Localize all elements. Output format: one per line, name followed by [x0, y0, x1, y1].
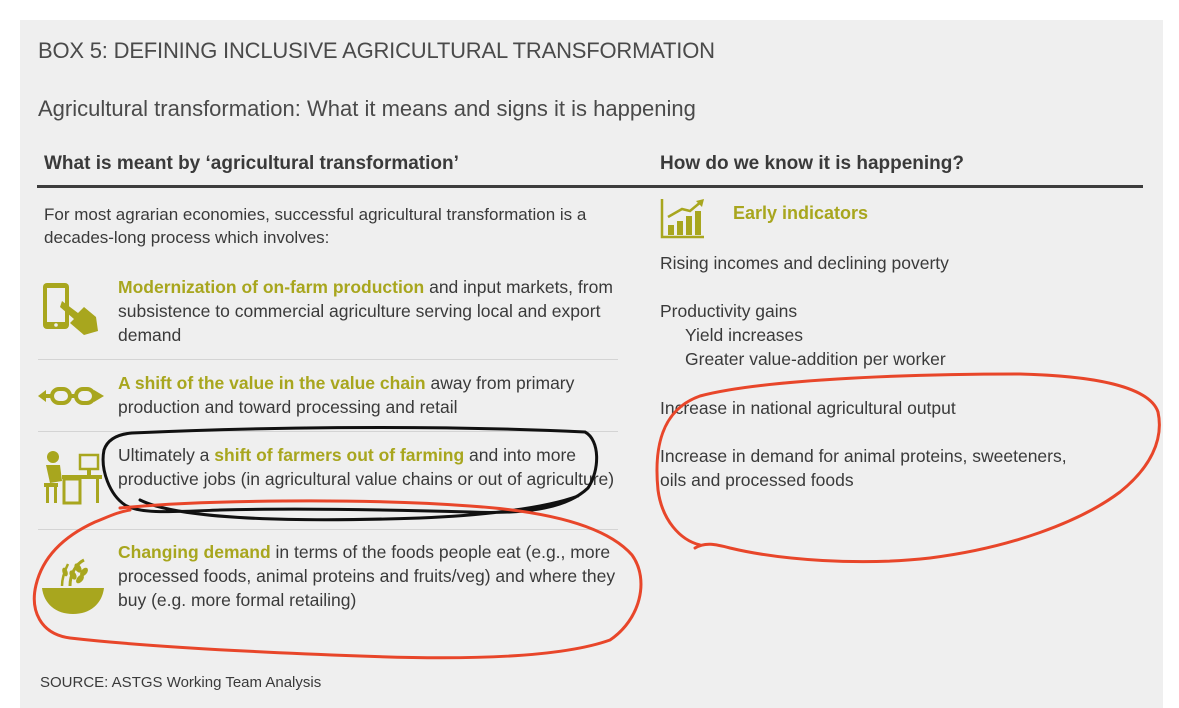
indicator-yield: Yield increases — [685, 325, 804, 345]
source-note: SOURCE: ASTGS Working Team Analysis — [40, 674, 322, 691]
header-divider — [37, 185, 1143, 188]
rising-bar-chart-icon — [660, 199, 704, 239]
highlight-text: shift of farmers out of farming — [214, 445, 465, 465]
early-indicators-label: Early indicators — [733, 203, 869, 223]
indicator-value-addition: Greater value-addition per worker — [685, 349, 946, 369]
list-item-farmer-shift: Ultimately a shift of farmers out of far… — [38, 443, 618, 523]
list-item-changing-demand: Changing demand in terms of the foods pe… — [38, 540, 618, 640]
indicator-productivity: Productivity gains — [660, 301, 798, 321]
box-title: BOX 5: DEFINING INCLUSIVE AGRICULTURAL T… — [38, 38, 715, 63]
row-divider — [38, 431, 618, 432]
left-column-heading: What is meant by ‘agricultural transform… — [44, 153, 459, 174]
indicator-income: Rising incomes and declining poverty — [660, 253, 949, 273]
list-item-text: Ultimately a shift of farmers out of far… — [118, 443, 618, 491]
grain-bowl-icon — [42, 558, 104, 614]
tablet-hand-icon — [43, 283, 98, 335]
body-text: away from primary production and toward … — [118, 373, 575, 417]
indicator-demand-line1: Increase in demand for animal proteins, … — [660, 446, 1067, 466]
chain-link-icon — [38, 387, 104, 405]
indicator-demand-line2: oils and processed foods — [660, 470, 854, 490]
row-divider — [38, 359, 618, 360]
office-worker-icon — [44, 451, 102, 505]
list-item-text: Changing demand in terms of the foods pe… — [118, 540, 618, 612]
row-divider — [38, 529, 618, 530]
highlight-text: Changing demand — [118, 542, 271, 562]
body-text: and input markets, from subsistence to c… — [118, 277, 613, 345]
list-item-text: A shift of the value in the value chain … — [118, 371, 618, 419]
right-column-heading: How do we know it is happening? — [660, 153, 964, 174]
left-intro-text: For most agrarian economies, successful … — [44, 205, 587, 247]
list-item-modernization: Modernization of on-farm production and … — [38, 275, 618, 355]
box-subtitle: Agricultural transformation: What it mea… — [38, 96, 696, 121]
list-item-text: Modernization of on-farm production and … — [118, 275, 618, 347]
indicator-national-output: Increase in national agricultural output — [660, 398, 956, 418]
list-item-value-shift: A shift of the value in the value chain … — [38, 371, 618, 427]
highlight-text: Modernization of on-farm production — [118, 277, 425, 297]
highlight-text: A shift of the value in the value chain — [118, 373, 426, 393]
body-text: Ultimately a — [118, 445, 215, 465]
